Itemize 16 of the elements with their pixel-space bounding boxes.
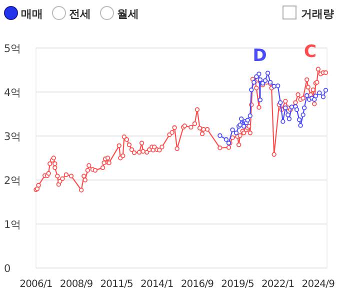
series-label: D (252, 46, 267, 66)
x-tick-label: 2014/1 (140, 279, 174, 290)
x-tick-label: 2024/9 (302, 279, 335, 290)
y-tick-label: 2억 (4, 175, 22, 187)
x-tick-label: 2019/5 (221, 279, 254, 290)
x-tick-label: 2006/1 (20, 279, 52, 290)
x-tick-label: 2008/9 (60, 279, 93, 290)
y-tick-label: 0 (4, 263, 11, 275)
x-tick-label: 2016/9 (180, 279, 214, 290)
y-tick-label: 5억 (4, 43, 22, 55)
y-tick-label: 4억 (4, 87, 22, 99)
series-label: C (304, 42, 316, 62)
x-tick-label: 2022/1 (261, 279, 294, 290)
x-tick-label: 2011/5 (100, 279, 134, 290)
y-tick-label: 1억 (4, 219, 22, 231)
y-tick-label: 3억 (4, 131, 22, 143)
